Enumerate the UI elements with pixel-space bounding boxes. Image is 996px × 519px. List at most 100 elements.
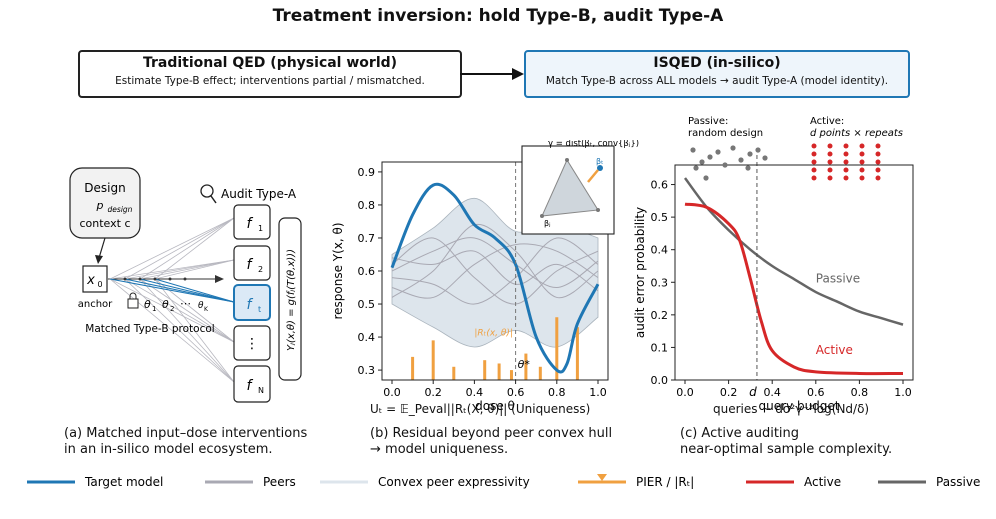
svg-text:2: 2 — [258, 265, 263, 274]
y-tick-label: 0.5 — [651, 211, 669, 224]
active-sample-point — [811, 151, 817, 157]
pier-label: |Rₜ(x, θ)| — [474, 328, 513, 338]
theta-k: θ — [198, 301, 204, 311]
active-note-2: d points × repeats — [810, 128, 903, 139]
y-axis-label: response Y(x, θ) — [331, 222, 345, 319]
x-tick-label: 1.0 — [894, 386, 912, 399]
x-tick-label: 1.0 — [589, 386, 607, 399]
uniqueness-formula: Uₜ = 𝔼_Peval||Rₜ(X, θ)|| (Uniqueness) — [370, 402, 591, 416]
caption-b-line2: → model uniqueness. — [370, 442, 509, 457]
theta-1: θ — [144, 298, 151, 311]
y-tick-label: 0.9 — [358, 166, 376, 179]
magnifier-icon — [200, 184, 217, 204]
panel-a-diagram: Design p design context c x 0 anchor θ 1… — [69, 167, 302, 403]
passive-sample-point — [707, 154, 713, 160]
pier-bar — [509, 370, 513, 380]
inset-bt-label: βₜ — [596, 157, 603, 166]
x-axis-label: dose θ — [475, 399, 515, 413]
passive-sample-point — [747, 151, 753, 157]
response-formula-box — [278, 217, 302, 381]
x-tick-label: 0.0 — [676, 386, 694, 399]
active-sample-point — [843, 167, 849, 173]
active-sample-point — [811, 159, 817, 165]
pier-bar — [538, 366, 542, 380]
peer-curve-6 — [391, 250, 599, 292]
protocol-label: Matched Type-B protocol — [85, 323, 214, 335]
panel-b-chart: θ* |Rₜ(x, θ)| 0.3 0.4 0.5 0.6 0.7 0.8 0.9 0.0 0.2 0… — [331, 140, 639, 413]
x-tick-label: 0.6 — [507, 386, 524, 399]
y-tick-label: 0.6 — [651, 179, 669, 192]
x-tick-label: 0.2 — [720, 386, 738, 399]
legend-label-0: Target model — [84, 475, 163, 489]
legend-label-4: Active — [804, 475, 841, 489]
model-fn: f N — [233, 365, 271, 403]
model-ellipsis: ⋮ — [233, 325, 271, 361]
caption-c-line1: (c) Active auditing — [680, 426, 800, 441]
inset-peer-point — [596, 208, 600, 212]
caption-b-line1: (b) Residual beyond peer convex hull — [370, 426, 613, 441]
inset-peer-point — [565, 158, 569, 162]
active-sample-point — [875, 143, 881, 149]
pier-bar — [555, 317, 559, 380]
active-sample-point — [859, 159, 865, 165]
isqed-box: ISQED (in-silico) Match Type-B across AL… — [524, 50, 910, 98]
active-sample-point — [811, 143, 817, 149]
svg-text:f: f — [247, 378, 254, 394]
design-p: p — [96, 199, 104, 212]
anchor-label: anchor — [78, 299, 113, 310]
response-formula: Yⱼ(x,θ) = g(fⱼ(T(θ,x))) — [286, 249, 297, 351]
theta-k-sub: K — [204, 306, 209, 313]
legend-label-2: Convex peer expressivity — [378, 475, 530, 489]
x-tick-label: 0.0 — [383, 386, 401, 399]
caption-a-line2: in an in-silico model ecosystem. — [64, 442, 273, 457]
x-tick-label: 0.8 — [548, 386, 566, 399]
active-sample-point — [859, 167, 865, 173]
y-tick-label: 0.3 — [651, 276, 669, 289]
design-title: Design — [84, 181, 125, 195]
active-sample-point — [811, 167, 817, 173]
plot-frame — [674, 164, 914, 381]
top-arrow — [460, 68, 524, 80]
active-sample-point — [827, 143, 833, 149]
theta-1-sub: 1 — [152, 305, 156, 313]
active-sample-point — [875, 151, 881, 157]
y-tick-label: 0.3 — [358, 364, 376, 377]
caption-c: (c) Active auditing near-optimal sample … — [680, 426, 892, 458]
active-sample-point — [875, 167, 881, 173]
peer-curve-1 — [391, 237, 599, 289]
audit-label: Audit Type-A — [221, 187, 297, 201]
design-p-sub: design — [108, 205, 133, 214]
caption-b: (b) Residual beyond peer convex hull → m… — [370, 426, 612, 458]
isqed-heading: ISQED (in-silico) — [653, 55, 781, 71]
pier-bar — [497, 363, 501, 380]
passive-note-2: random design — [688, 128, 763, 139]
y-tick-label: 0.7 — [358, 232, 376, 245]
active-sample-point — [827, 167, 833, 173]
svg-text:1: 1 — [258, 224, 263, 233]
active-sample-point — [811, 175, 817, 181]
passive-curve — [683, 177, 904, 326]
caption-a-line1: (a) Matched input–dose interventions — [64, 426, 308, 441]
active-sample-point — [827, 175, 833, 181]
peer-curve-3 — [391, 237, 599, 305]
passive-sample-point — [693, 165, 699, 171]
y-tick-label: 0.4 — [651, 244, 669, 257]
legend-pier-marker — [597, 474, 607, 481]
pier-bar — [452, 366, 456, 380]
traditional-qed-box: Traditional QED (physical world) Estimat… — [78, 50, 462, 98]
caption-a: (a) Matched input–dose interventions in … — [64, 426, 307, 458]
pier-bar — [431, 340, 435, 380]
target-model-curve — [390, 182, 600, 374]
anchor-x-sub: 0 — [97, 280, 102, 289]
peer-curve-2 — [391, 243, 599, 299]
svg-text:t: t — [258, 305, 261, 314]
caption-c-line2: near-optimal sample complexity. — [680, 442, 893, 457]
passive-sample-point — [745, 165, 751, 171]
y-tick-label: 0.1 — [651, 341, 669, 354]
theta-ellipsis: ⋯ — [180, 297, 191, 310]
target-fan-lines — [109, 278, 235, 303]
inset-bj-label: βⱼ — [544, 219, 551, 228]
svg-text:f: f — [247, 297, 254, 313]
peer-curve-4 — [391, 223, 599, 298]
inset-label: γ = dist(βₜ, conv{βⱼ}) — [548, 140, 639, 149]
